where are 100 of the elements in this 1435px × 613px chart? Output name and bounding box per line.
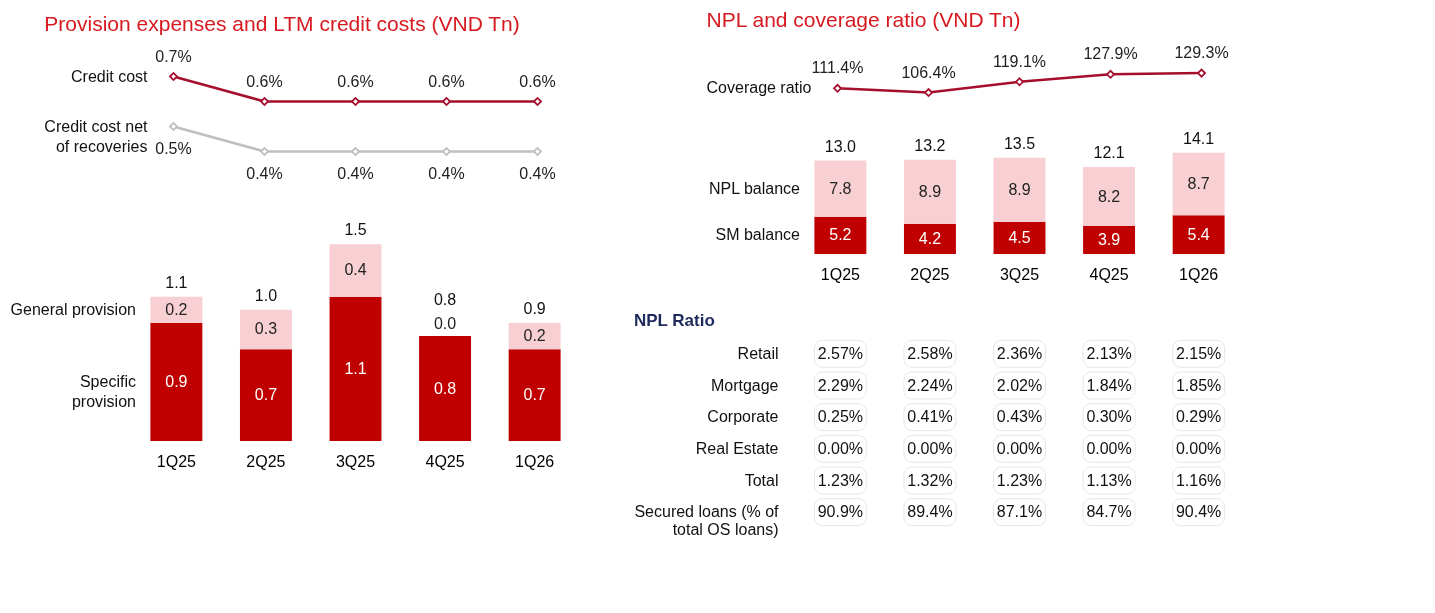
- text: 0.00%: [907, 439, 953, 457]
- data-label: 0.7%: [155, 47, 192, 65]
- text: 2.57%: [817, 344, 864, 362]
- bar: [1083, 225, 1136, 254]
- total-label: 1.5: [344, 221, 367, 239]
- x-tick-label: 2Q25: [910, 265, 950, 283]
- point: [260, 97, 269, 106]
- data-label: 8.7: [1187, 174, 1210, 192]
- bar: [329, 296, 382, 441]
- text: 0.29%: [1175, 408, 1222, 426]
- text: 2.02%: [996, 376, 1043, 394]
- text: 2.24%: [907, 376, 953, 394]
- data-label: 4.2: [918, 229, 942, 247]
- x-tick-label: 1Q25: [156, 452, 197, 470]
- data-label: 0.0: [433, 315, 457, 332]
- series-label: SM balance: [715, 226, 801, 244]
- data-label: 0.9: [165, 372, 188, 390]
- bar: [508, 349, 561, 441]
- data-label: 0.7: [523, 386, 546, 404]
- series-label: Credit cost net of recoveries: [44, 117, 149, 155]
- data-label: 8.2: [1097, 187, 1121, 205]
- bar: [993, 221, 1046, 254]
- bar: [1083, 167, 1136, 226]
- point: [169, 122, 178, 131]
- point: [1106, 69, 1115, 79]
- data-label: 111.4%: [811, 59, 864, 77]
- text: 84.7%: [1086, 503, 1132, 521]
- bar: [903, 159, 956, 224]
- text: 0.25%: [817, 408, 864, 426]
- text: 2.15%: [1175, 344, 1222, 362]
- bar: [1172, 152, 1225, 216]
- data-label: 1.1: [344, 359, 367, 377]
- point: [533, 97, 542, 106]
- data-label: 0.7: [254, 386, 278, 404]
- text: 0.41%: [907, 408, 953, 426]
- data-label: 0.3: [254, 320, 278, 338]
- data-label: 3.9: [1097, 230, 1121, 248]
- text: 1.32%: [907, 471, 953, 489]
- text: 90.9%: [817, 503, 864, 521]
- total-label: 13.0: [824, 137, 857, 155]
- total-label: 13.5: [1003, 134, 1036, 152]
- total-label: 12.1: [1093, 144, 1125, 162]
- data-label: 7.8: [829, 179, 852, 197]
- point: [833, 83, 842, 93]
- x-tick-label: 1Q26: [515, 452, 555, 470]
- text: 2.29%: [817, 376, 864, 394]
- data-label: 0.2: [523, 327, 546, 344]
- bar: [814, 160, 867, 217]
- text: 87.1%: [996, 503, 1043, 521]
- x-tick-label: 2Q25: [246, 452, 286, 470]
- point: [351, 97, 360, 106]
- data-label: 0.4%: [428, 164, 465, 182]
- series-label: General provision: [10, 300, 136, 318]
- data-label: 0.5%: [155, 139, 192, 157]
- bar: [419, 336, 472, 441]
- text: 0.00%: [996, 439, 1043, 457]
- data-label: 0.6%: [337, 72, 374, 90]
- data-label: 8.9: [1008, 180, 1031, 198]
- x-tick-label: 4Q25: [1089, 265, 1129, 283]
- x-tick-label: 1Q25: [820, 265, 861, 283]
- text: 1.13%: [1086, 471, 1132, 489]
- category-label: Total: [744, 471, 779, 489]
- category-label: Real Estate: [695, 439, 779, 457]
- point: [442, 97, 451, 106]
- text: 2.36%: [996, 344, 1043, 362]
- data-label: 0.4: [344, 261, 367, 279]
- text: 90.4%: [1175, 503, 1222, 521]
- total-label: 13.2: [914, 136, 946, 154]
- text: 2.58%: [907, 344, 953, 362]
- x-tick-label: 1Q26: [1179, 265, 1219, 283]
- text: 2.13%: [1086, 344, 1132, 362]
- data-label: 5.2: [829, 226, 852, 244]
- total-label: 0.9: [523, 299, 546, 317]
- series-label: Credit cost: [71, 67, 149, 85]
- bar: [508, 322, 561, 350]
- total-label: 1.1: [165, 273, 188, 291]
- chart-title: Provision expenses and LTM credit costs (VND Tn): [44, 11, 520, 35]
- data-label: 106.4%: [901, 63, 956, 81]
- text: NPL Ratio: [633, 311, 715, 330]
- data-label: 8.9: [918, 182, 942, 200]
- point: [1197, 68, 1206, 78]
- data-label: 0.4%: [246, 164, 283, 182]
- data-label: 0.2: [165, 300, 188, 318]
- data-label: 0.6%: [428, 72, 465, 90]
- data-label: 0.8: [433, 379, 457, 397]
- bar: [239, 349, 292, 441]
- text: 1.23%: [996, 471, 1043, 489]
- bar: [239, 309, 292, 350]
- series-label: Coverage ratio: [706, 79, 812, 97]
- data-label: 129.3%: [1174, 44, 1229, 62]
- chart-title: NPL and coverage ratio (VND Tn): [706, 8, 1021, 32]
- category-label: Secured loans (% of total OS loans): [634, 503, 779, 539]
- point: [533, 147, 542, 156]
- data-label: 0.4%: [337, 164, 374, 182]
- total-label: 1.0: [254, 286, 278, 304]
- x-tick-label: 4Q25: [425, 452, 465, 470]
- text: 0.00%: [1175, 439, 1222, 457]
- category-label: Retail: [737, 344, 779, 362]
- bar: [814, 216, 867, 254]
- bar: [903, 223, 956, 254]
